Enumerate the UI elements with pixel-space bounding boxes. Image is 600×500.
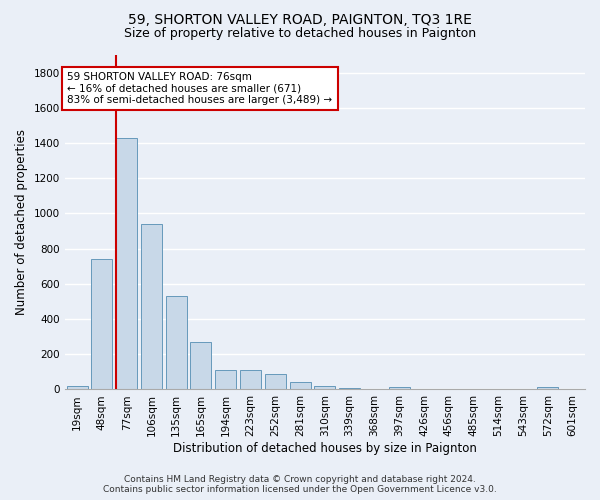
Bar xyxy=(91,259,112,390)
Bar xyxy=(562,389,583,390)
Text: 59, SHORTON VALLEY ROAD, PAIGNTON, TQ3 1RE: 59, SHORTON VALLEY ROAD, PAIGNTON, TQ3 1… xyxy=(128,12,472,26)
Bar xyxy=(190,342,211,390)
Bar xyxy=(389,387,410,390)
Bar xyxy=(215,370,236,390)
Bar xyxy=(314,386,335,390)
Text: 59 SHORTON VALLEY ROAD: 76sqm
← 16% of detached houses are smaller (671)
83% of : 59 SHORTON VALLEY ROAD: 76sqm ← 16% of d… xyxy=(67,72,332,105)
Bar xyxy=(413,388,434,390)
Bar xyxy=(67,386,88,390)
Bar xyxy=(240,370,261,390)
Bar xyxy=(290,382,311,390)
Text: Contains HM Land Registry data © Crown copyright and database right 2024.
Contai: Contains HM Land Registry data © Crown c… xyxy=(103,474,497,494)
Text: Size of property relative to detached houses in Paignton: Size of property relative to detached ho… xyxy=(124,28,476,40)
Bar xyxy=(463,389,484,390)
Bar xyxy=(265,374,286,390)
Bar xyxy=(166,296,187,390)
Bar xyxy=(339,388,360,390)
Bar xyxy=(364,388,385,390)
X-axis label: Distribution of detached houses by size in Paignton: Distribution of detached houses by size … xyxy=(173,442,477,455)
Bar xyxy=(438,389,459,390)
Bar xyxy=(538,387,559,390)
Bar xyxy=(488,389,509,390)
Y-axis label: Number of detached properties: Number of detached properties xyxy=(15,129,28,315)
Bar xyxy=(141,224,162,390)
Bar xyxy=(512,389,533,390)
Bar xyxy=(116,138,137,390)
